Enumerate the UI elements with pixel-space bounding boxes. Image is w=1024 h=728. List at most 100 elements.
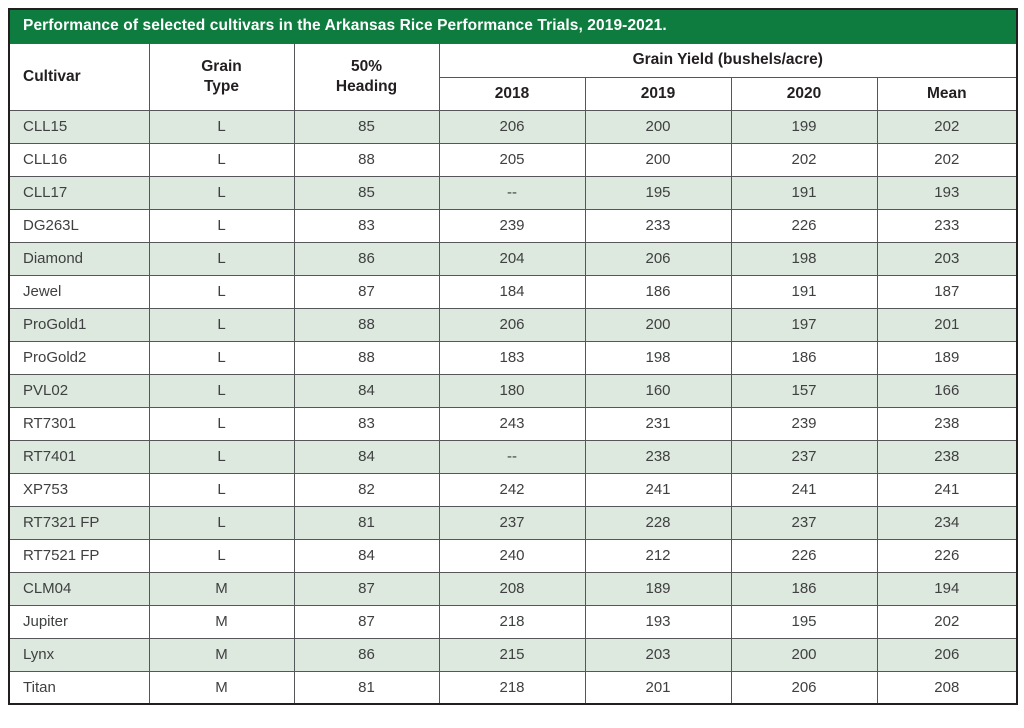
heading-50-cell: 81 <box>293 670 440 705</box>
heading-50-cell: 84 <box>293 439 440 474</box>
table-row: DG263L L 83 239 233 226 233 <box>8 208 1018 243</box>
table-row: XP753 L 82 242 241 241 241 <box>8 472 1018 507</box>
cultivar-cell: PVL02 <box>8 373 150 408</box>
heading-50-cell: 83 <box>293 406 440 441</box>
heading-50-cell: 88 <box>293 142 440 177</box>
yield-2020-cell: 197 <box>730 307 878 342</box>
heading-50-cell: 84 <box>293 373 440 408</box>
grain-type-cell: L <box>148 538 295 573</box>
cultivar-performance-table: Performance of selected cultivars in the… <box>8 8 1019 705</box>
yield-2020-cell: 198 <box>730 241 878 276</box>
table-row: CLL17 L 85 -- 195 191 193 <box>8 175 1018 210</box>
grain-type-cell: L <box>148 175 295 210</box>
grain-type-cell: L <box>148 307 295 342</box>
heading-50-cell: 84 <box>293 538 440 573</box>
grain-type-cell: M <box>148 637 295 672</box>
yield-2020-cell: 202 <box>730 142 878 177</box>
table-row: CLL15 L 85 206 200 199 202 <box>8 109 1018 144</box>
yield-2019-cell: 201 <box>584 670 732 705</box>
yield-2019-cell: 160 <box>584 373 732 408</box>
header-row-years: 2018 2019 2020 Mean <box>9 76 1018 111</box>
yield-mean-cell: 208 <box>876 670 1018 705</box>
yield-2019-cell: 193 <box>584 604 732 639</box>
yield-2020-cell: 239 <box>730 406 878 441</box>
table-row: CLL16 L 88 205 200 202 202 <box>8 142 1018 177</box>
cultivar-cell: ProGold1 <box>8 307 150 342</box>
yield-2018-cell: 205 <box>438 142 586 177</box>
yield-2019-cell: 233 <box>584 208 732 243</box>
yield-2019-cell: 189 <box>584 571 732 606</box>
grain-type-cell: M <box>148 670 295 705</box>
table-row: RT7321 FP L 81 237 228 237 234 <box>8 505 1018 540</box>
yield-2020-cell: 206 <box>730 670 878 705</box>
grain-type-cell: M <box>148 604 295 639</box>
grain-type-cell: M <box>148 571 295 606</box>
cultivar-cell: RT7521 FP <box>8 538 150 573</box>
yield-2018-cell: 204 <box>438 241 586 276</box>
yield-2019-cell: 200 <box>584 142 732 177</box>
yield-2020-cell: 186 <box>730 571 878 606</box>
column-header-mean: Mean <box>876 76 1018 111</box>
grain-type-cell: L <box>148 406 295 441</box>
cultivar-cell: CLL17 <box>8 175 150 210</box>
grain-type-cell: L <box>148 472 295 507</box>
yield-2019-cell: 238 <box>584 439 732 474</box>
column-header-2018: 2018 <box>438 76 586 111</box>
yield-2020-cell: 241 <box>730 472 878 507</box>
cultivar-cell: XP753 <box>8 472 150 507</box>
cultivar-cell: RT7401 <box>8 439 150 474</box>
table-row: RT7301 L 83 243 231 239 238 <box>8 406 1018 441</box>
yield-2020-cell: 191 <box>730 274 878 309</box>
yield-2019-cell: 231 <box>584 406 732 441</box>
table-row: CLM04 M 87 208 189 186 194 <box>8 571 1018 606</box>
yield-mean-cell: 187 <box>876 274 1018 309</box>
yield-mean-cell: 166 <box>876 373 1018 408</box>
cultivar-cell: Jupiter <box>8 604 150 639</box>
yield-mean-cell: 193 <box>876 175 1018 210</box>
heading-50-cell: 86 <box>293 241 440 276</box>
yield-2019-cell: 198 <box>584 340 732 375</box>
grain-type-cell: L <box>148 109 295 144</box>
yield-2019-cell: 212 <box>584 538 732 573</box>
yield-2019-cell: 200 <box>584 307 732 342</box>
column-header-50-heading: 50% Heading <box>293 42 440 111</box>
yield-mean-cell: 202 <box>876 142 1018 177</box>
heading-50-cell: 82 <box>293 472 440 507</box>
yield-2020-cell: 226 <box>730 538 878 573</box>
yield-mean-cell: 202 <box>876 604 1018 639</box>
grain-type-cell: L <box>148 439 295 474</box>
table-title: Performance of selected cultivars in the… <box>8 8 1018 44</box>
yield-2018-cell: 180 <box>438 373 586 408</box>
yield-2018-cell: 243 <box>438 406 586 441</box>
cultivar-cell: Lynx <box>8 637 150 672</box>
heading-50-cell: 87 <box>293 604 440 639</box>
yield-2018-cell: 239 <box>438 208 586 243</box>
table-row: Titan M 81 218 201 206 208 <box>8 670 1018 705</box>
yield-2020-cell: 200 <box>730 637 878 672</box>
yield-mean-cell: 234 <box>876 505 1018 540</box>
table-body: CLL15 L 85 206 200 199 202 CLL16 L 88 205 200 202 202… <box>8 109 1018 705</box>
table-row: ProGold2 L 88 183 198 186 189 <box>8 340 1018 375</box>
yield-2018-cell: 208 <box>438 571 586 606</box>
yield-2019-cell: 241 <box>584 472 732 507</box>
yield-2020-cell: 157 <box>730 373 878 408</box>
yield-2020-cell: 191 <box>730 175 878 210</box>
yield-mean-cell: 238 <box>876 406 1018 441</box>
cultivar-cell: RT7321 FP <box>8 505 150 540</box>
yield-2020-cell: 237 <box>730 505 878 540</box>
yield-mean-cell: 201 <box>876 307 1018 342</box>
cultivar-cell: CLL16 <box>8 142 150 177</box>
heading-50-cell: 85 <box>293 175 440 210</box>
heading-50-cell: 81 <box>293 505 440 540</box>
table-row: PVL02 L 84 180 160 157 166 <box>8 373 1018 408</box>
yield-mean-cell: 202 <box>876 109 1018 144</box>
yield-2018-cell: 184 <box>438 274 586 309</box>
yield-mean-cell: 238 <box>876 439 1018 474</box>
yield-2020-cell: 195 <box>730 604 878 639</box>
yield-2018-cell: 237 <box>438 505 586 540</box>
yield-2018-cell: 206 <box>438 109 586 144</box>
yield-2019-cell: 206 <box>584 241 732 276</box>
heading-50-cell: 85 <box>293 109 440 144</box>
yield-mean-cell: 189 <box>876 340 1018 375</box>
cultivar-cell: DG263L <box>8 208 150 243</box>
